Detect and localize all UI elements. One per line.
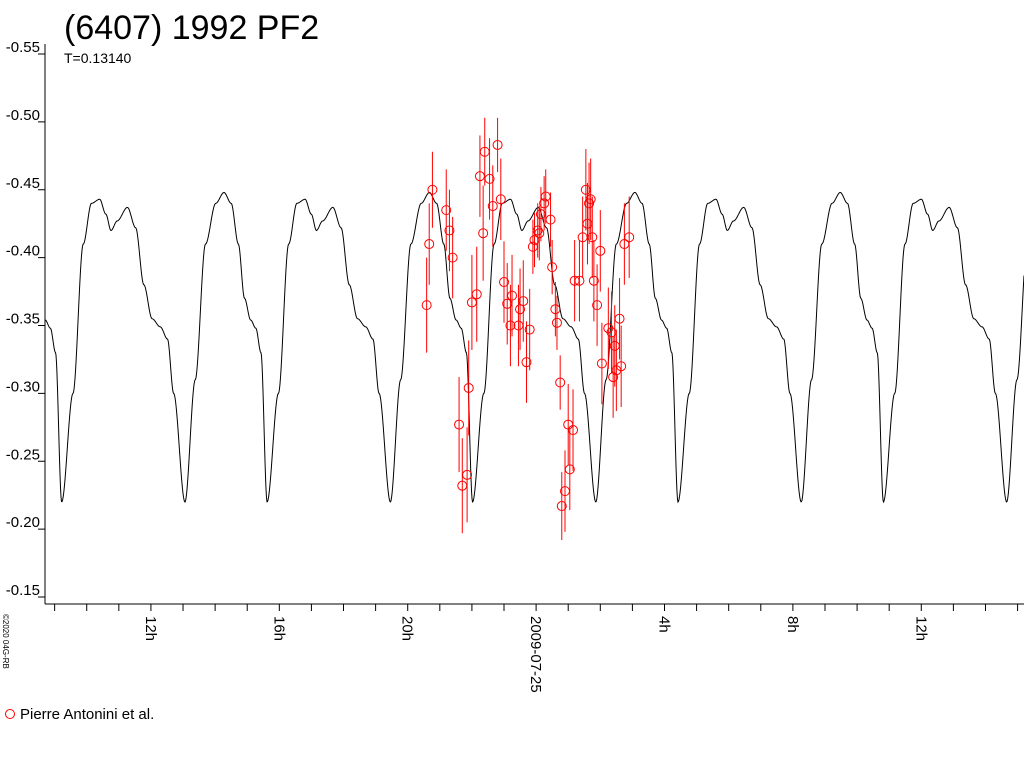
data-point	[564, 464, 575, 475]
legend: Pierre Antonini et al.	[4, 704, 154, 724]
model-curve	[44, 191, 1024, 504]
data-point	[454, 419, 465, 430]
data-point	[596, 358, 607, 369]
data-point	[507, 290, 518, 301]
y-tick-label: -0.40	[6, 243, 40, 260]
chart-subtitle: T=0.13140	[64, 50, 132, 66]
data-point	[588, 275, 599, 286]
y-tick-label: -0.35	[6, 311, 40, 328]
axes	[44, 44, 1024, 605]
data-point	[532, 225, 543, 236]
x-tick-label: 16h	[270, 616, 287, 641]
data-point	[616, 361, 627, 372]
y-tick-label: -0.45	[6, 175, 40, 192]
data-point	[421, 300, 432, 311]
y-tick-label: -0.50	[6, 107, 40, 124]
y-tick-label: -0.20	[6, 514, 40, 531]
data-point	[441, 205, 452, 216]
data-point	[547, 262, 558, 273]
legend-label: Pierre Antonini et al.	[20, 705, 155, 723]
data-point	[484, 173, 495, 184]
x-tick-label: 12h	[912, 616, 929, 641]
data-point	[614, 313, 625, 324]
chart-title: (6407) 1992 PF2	[64, 9, 320, 47]
data-point	[585, 194, 596, 205]
data-point	[447, 252, 458, 263]
data-point	[471, 289, 482, 300]
data-point	[518, 296, 529, 307]
data-point	[587, 232, 598, 243]
data-point	[592, 300, 603, 311]
data-point	[505, 320, 516, 331]
data-point	[545, 214, 556, 225]
x-tick-label: 20h	[399, 616, 416, 641]
y-tick-label: -0.55	[6, 39, 40, 56]
data-point	[462, 469, 473, 480]
x-tick-label: 4h	[655, 616, 672, 633]
x-tick-label: 2009-07-25	[527, 616, 544, 693]
data-point	[524, 324, 535, 335]
data-point	[495, 194, 506, 205]
data-point	[556, 501, 567, 512]
x-tick-label: 12h	[142, 616, 159, 641]
data-point	[624, 232, 635, 243]
y-tick-label: -0.30	[6, 378, 40, 395]
data-point	[608, 372, 619, 383]
data-point	[444, 225, 455, 236]
data-point	[539, 198, 550, 209]
data-point	[521, 357, 532, 368]
data-point	[424, 239, 435, 250]
data-points	[421, 117, 635, 540]
data-point	[534, 228, 545, 239]
data-point	[499, 277, 510, 288]
data-point	[550, 304, 561, 315]
data-point	[551, 317, 562, 328]
data-point	[568, 425, 579, 436]
data-point	[492, 139, 503, 150]
data-point	[427, 184, 438, 195]
data-point	[478, 228, 489, 239]
legend-marker-icon	[5, 709, 15, 719]
data-point	[487, 201, 498, 212]
data-point	[595, 245, 606, 256]
data-point	[574, 275, 585, 286]
y-ticks: -0.55 -0.50 -0.45 -0.40 -0.35 -0.30 -0.25 -0.20…	[6, 39, 45, 599]
x-ticks: 12h 16h 20h 2009-07-25 4h 8h 12h	[54, 604, 1019, 693]
data-point	[463, 382, 474, 393]
y-tick-label: -0.15	[6, 582, 40, 599]
data-point	[555, 377, 566, 388]
y-tick-label: -0.25	[6, 446, 40, 463]
x-tick-label: 8h	[784, 616, 801, 633]
